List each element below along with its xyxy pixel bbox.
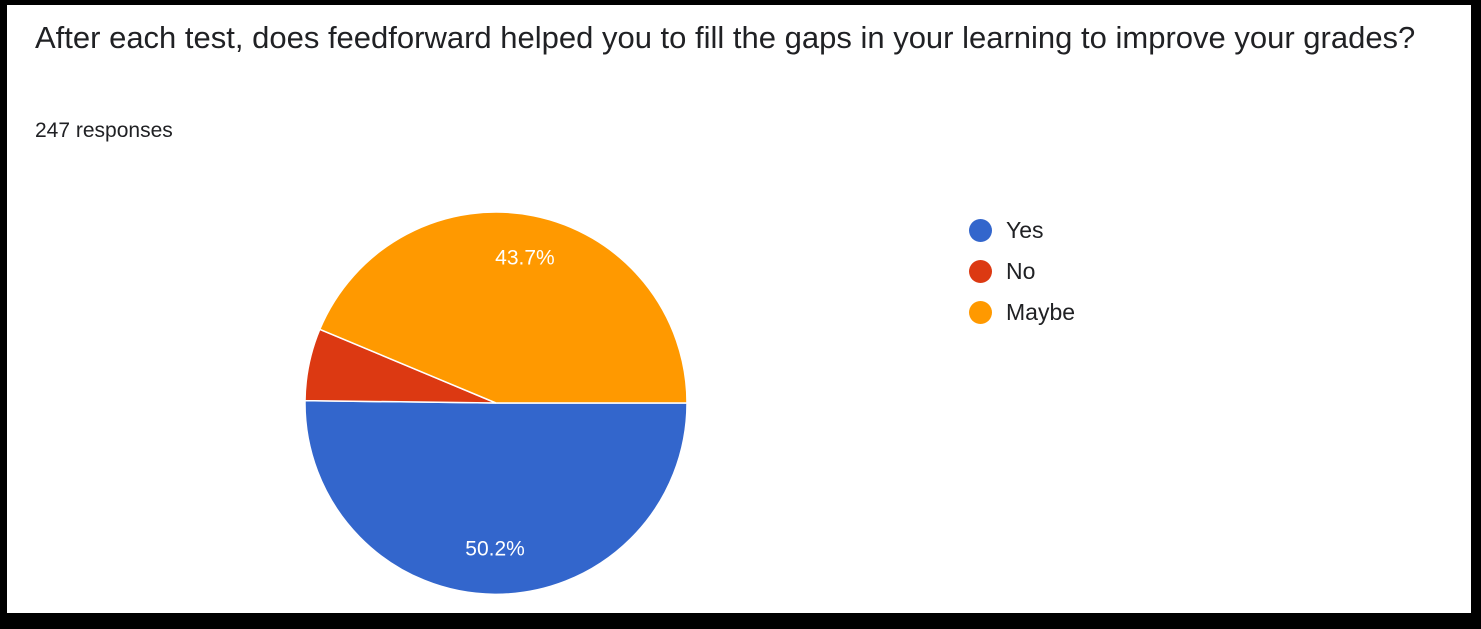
legend-item-no[interactable]: No xyxy=(969,251,1075,292)
legend-item-maybe[interactable]: Maybe xyxy=(969,292,1075,333)
response-count: 247 responses xyxy=(35,119,173,142)
chart-card: After each test, does feedforward helped… xyxy=(7,5,1471,613)
pie-chart: 50.2% 43.7% xyxy=(304,211,688,596)
pie-slices xyxy=(304,211,688,596)
legend-label-no: No xyxy=(1006,258,1036,284)
legend-item-yes[interactable]: Yes xyxy=(969,210,1075,251)
pie-labels: 50.2% 43.7% xyxy=(465,246,554,560)
pie-slice-label-yes: 50.2% xyxy=(465,538,525,561)
pie-slice-yes[interactable] xyxy=(304,399,688,596)
question-title: After each test, does feedforward helped… xyxy=(35,20,1416,55)
legend-swatch-no xyxy=(969,260,992,283)
pie-slice-label-maybe: 43.7% xyxy=(495,246,555,269)
legend-label-maybe: Maybe xyxy=(1006,299,1076,325)
legend-label-yes: Yes xyxy=(1006,217,1044,243)
legend-swatch-maybe xyxy=(969,301,992,324)
legend: Yes No Maybe xyxy=(969,210,1075,333)
pie-slice-maybe[interactable] xyxy=(318,211,688,404)
legend-swatch-yes xyxy=(969,219,992,242)
